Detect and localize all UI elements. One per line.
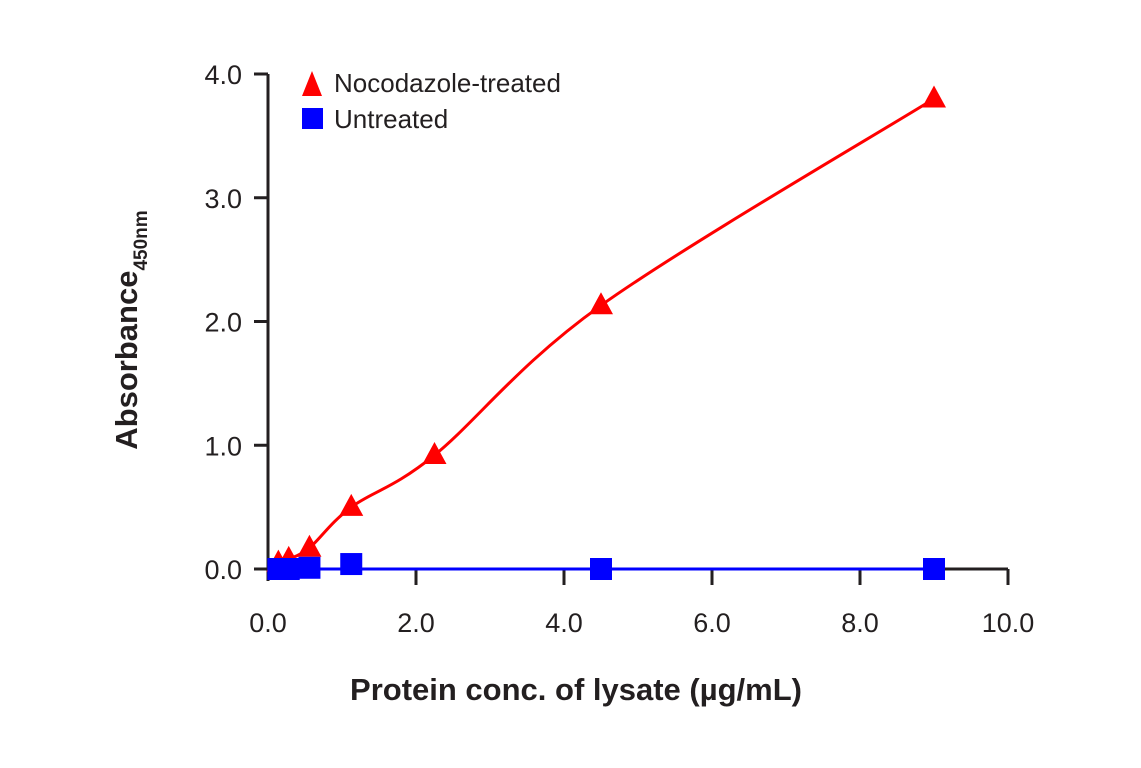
- x-tick-label: 0.0: [249, 608, 287, 638]
- x-tick-label: 4.0: [545, 608, 583, 638]
- data-markers: [266, 85, 946, 580]
- fit-line-nocodazole-treated: [288, 97, 935, 561]
- legend-item-untreated: Untreated: [302, 104, 448, 134]
- y-axis-title: Absorbance450nm: [109, 210, 152, 449]
- legend-square-icon: [302, 108, 323, 129]
- y-axis-title-main: Absorbance: [109, 271, 144, 450]
- data-point-triangle: [922, 85, 946, 108]
- legend-triangle-icon: [302, 71, 322, 96]
- svg-text:Absorbance450nm: Absorbance450nm: [109, 210, 152, 449]
- data-point-square: [590, 558, 612, 580]
- axes: [266, 74, 1008, 581]
- y-tick-label: 0.0: [204, 555, 242, 585]
- x-axis-title: Protein conc. of lysate (µg/mL): [350, 672, 802, 707]
- y-tick-label: 2.0: [204, 308, 242, 338]
- data-point-square: [923, 558, 945, 580]
- data-point-triangle: [589, 292, 613, 315]
- data-point-triangle: [339, 493, 364, 516]
- y-tick-label: 1.0: [204, 431, 242, 461]
- legend-label-untreated: Untreated: [334, 104, 448, 134]
- data-point-square: [340, 553, 363, 576]
- x-tick-label: 10.0: [982, 608, 1035, 638]
- ticks: 0.0 1.0 2.0 3.0 4.0 0.0 2.0 4.0 6.0 8.0 10.0: [204, 60, 1034, 638]
- legend: Nocodazole-treated Untreated: [302, 68, 561, 134]
- data-point-triangle: [297, 534, 322, 557]
- y-tick-label: 3.0: [204, 184, 242, 214]
- data-point-triangle: [422, 441, 447, 464]
- y-tick-label: 4.0: [204, 60, 242, 90]
- data-point-square: [298, 556, 321, 579]
- fit-lines: [278, 97, 935, 571]
- x-tick-label: 6.0: [693, 608, 731, 638]
- y-axis-title-subscript: 450nm: [131, 210, 152, 270]
- data-point-square: [277, 558, 300, 580]
- legend-item-nocodazole-treated: Nocodazole-treated: [302, 68, 561, 98]
- x-tick-label: 8.0: [841, 608, 879, 638]
- x-tick-label: 2.0: [397, 608, 435, 638]
- legend-label-nocodazole-treated: Nocodazole-treated: [334, 68, 561, 98]
